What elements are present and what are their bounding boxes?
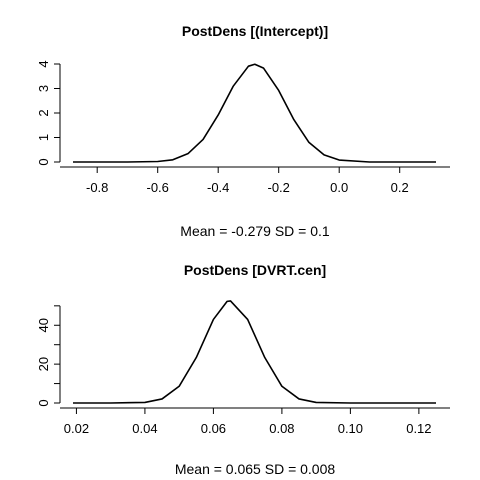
x-tick-label: -0.2 bbox=[267, 180, 289, 195]
x-tick-label: -0.6 bbox=[146, 180, 168, 195]
chart-panel-dvrt: PostDens [DVRT.cen] Mean = 0.065 SD = 0.… bbox=[36, 262, 450, 477]
x-tick-label: -0.4 bbox=[207, 180, 229, 195]
x-tick-label: 0.2 bbox=[391, 180, 409, 195]
x-tick-label: 0.12 bbox=[406, 421, 431, 436]
y-tick-label: 4 bbox=[36, 60, 51, 67]
x-tick-label: 0.06 bbox=[201, 421, 226, 436]
y-tick-label: 3 bbox=[36, 85, 51, 92]
y-tick-label: 0 bbox=[36, 158, 51, 165]
y-tick-label: 1 bbox=[36, 134, 51, 141]
x-tick-label: 0.0 bbox=[330, 180, 348, 195]
y-tick-label: 0 bbox=[36, 399, 51, 406]
y-tick-label: 20 bbox=[36, 357, 51, 371]
x-tick-label: 0.10 bbox=[338, 421, 363, 436]
chart-title: PostDens [DVRT.cen] bbox=[184, 262, 326, 278]
density-curve bbox=[73, 300, 436, 404]
y-tick-label: 2 bbox=[36, 109, 51, 116]
x-tick-label: 0.04 bbox=[132, 421, 157, 436]
x-axis-label: Mean = -0.279 SD = 0.1 bbox=[180, 223, 330, 239]
x-axis-label: Mean = 0.065 SD = 0.008 bbox=[175, 461, 336, 477]
x-tick-label: 0.02 bbox=[64, 421, 89, 436]
density-curve bbox=[73, 63, 436, 163]
chart-panel-intercept: PostDens [(Intercept)] Mean = -0.279 SD … bbox=[36, 23, 450, 239]
y-tick-label: 40 bbox=[36, 318, 51, 332]
chart-title: PostDens [(Intercept)] bbox=[182, 23, 328, 39]
x-tick-label: -0.8 bbox=[86, 180, 108, 195]
x-tick-label: 0.08 bbox=[269, 421, 294, 436]
